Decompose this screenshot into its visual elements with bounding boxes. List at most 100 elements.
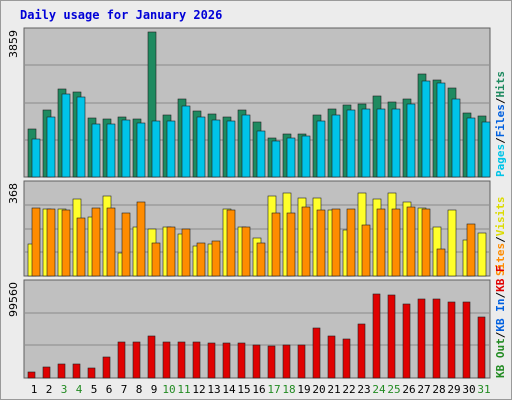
x-tick-day-19: 19 <box>297 383 310 396</box>
bar-files-day-28 <box>436 82 446 178</box>
legend-kb-out: KB Out <box>494 338 507 378</box>
x-tick-day-11: 11 <box>177 383 190 396</box>
bar-files-day-25 <box>391 108 401 178</box>
bar-sites-day-18 <box>286 212 296 277</box>
bar-files-day-11 <box>181 105 191 178</box>
x-tick-day-10: 10 <box>162 383 175 396</box>
legend-sites: Sites <box>494 243 507 276</box>
bar-kb-f-day-23 <box>357 323 366 379</box>
legend-files: Files <box>494 104 507 137</box>
bar-kb-f-day-29 <box>447 301 456 379</box>
bar-sites-day-12 <box>196 242 206 277</box>
bar-kb-f-day-10 <box>162 341 171 379</box>
legend-panel-2: Sites/Visits <box>494 197 507 277</box>
bar-sites-day-21 <box>331 208 341 277</box>
bar-visits-day-29 <box>447 209 457 277</box>
x-tick-day-3: 3 <box>61 383 68 396</box>
bar-kb-f-day-18 <box>282 344 291 379</box>
bar-files-day-26 <box>406 103 416 178</box>
legend-separator: / <box>494 137 507 144</box>
bar-kb-f-day-5 <box>87 367 96 379</box>
bar-files-day-31 <box>481 121 491 178</box>
x-tick-day-12: 12 <box>192 383 205 396</box>
bar-sites-day-26 <box>406 206 416 277</box>
bar-files-day-22 <box>346 109 356 178</box>
legend-separator: / <box>494 236 507 243</box>
bar-files-day-1 <box>31 138 41 178</box>
y-max-label: 3859 <box>7 30 20 58</box>
x-tick-day-20: 20 <box>312 383 325 396</box>
x-tick-day-5: 5 <box>91 383 98 396</box>
bar-files-day-16 <box>256 130 266 178</box>
bar-kb-f-day-22 <box>342 338 351 379</box>
bar-files-day-17 <box>271 140 281 178</box>
bar-kb-f-day-13 <box>207 342 216 379</box>
bar-files-day-29 <box>451 98 461 178</box>
bar-files-day-21 <box>331 114 341 178</box>
bar-sites-day-27 <box>421 208 431 277</box>
bar-sites-day-3 <box>61 209 71 277</box>
x-tick-day-8: 8 <box>136 383 143 396</box>
x-tick-day-18: 18 <box>282 383 295 396</box>
bar-files-day-6 <box>106 123 116 178</box>
bar-kb-f-day-9 <box>147 335 156 379</box>
bar-kb-f-day-16 <box>252 344 261 379</box>
x-tick-day-13: 13 <box>207 383 220 396</box>
bar-sites-day-14 <box>226 209 236 277</box>
bar-kb-f-day-12 <box>192 341 201 379</box>
bar-kb-f-day-31 <box>477 316 486 379</box>
bar-files-day-4 <box>76 96 86 178</box>
bar-sites-day-30 <box>466 223 476 277</box>
bar-kb-f-day-27 <box>417 298 426 379</box>
bar-sites-day-16 <box>256 242 266 277</box>
bar-files-day-5 <box>91 123 101 178</box>
bar-files-day-7 <box>121 119 131 178</box>
bar-kb-f-day-21 <box>327 335 336 379</box>
legend-separator: / <box>494 292 507 299</box>
bar-files-day-10 <box>166 120 176 178</box>
bar-kb-f-day-25 <box>387 294 396 379</box>
legend-panel-1: Pages/Files/Hits <box>494 71 507 177</box>
legend-separator: / <box>494 97 507 104</box>
y-max-label: 368 <box>7 183 20 204</box>
bar-kb-f-day-30 <box>462 301 471 379</box>
bar-sites-day-4 <box>76 217 86 277</box>
bar-kb-f-day-7 <box>117 341 126 379</box>
legend-kb-in: KB In <box>494 299 507 332</box>
bar-files-day-8 <box>136 122 146 178</box>
x-tick-day-21: 21 <box>327 383 340 396</box>
legend-pages: Pages <box>494 144 507 177</box>
bar-kb-f-day-24 <box>372 293 381 379</box>
bar-kb-f-day-11 <box>177 341 186 379</box>
x-tick-day-1: 1 <box>31 383 38 396</box>
bar-kb-f-day-28 <box>432 298 441 379</box>
x-tick-day-6: 6 <box>106 383 113 396</box>
x-tick-day-25: 25 <box>387 383 400 396</box>
chart-title: Daily usage for January 2026 <box>20 8 223 22</box>
x-tick-day-17: 17 <box>267 383 280 396</box>
legend-visits: Visits <box>494 197 507 237</box>
bar-sites-day-9 <box>151 242 161 277</box>
legend-hits: Hits <box>494 71 507 98</box>
x-tick-day-7: 7 <box>121 383 128 396</box>
x-tick-day-2: 2 <box>46 383 53 396</box>
bar-kb-f-day-17 <box>267 345 276 379</box>
bar-sites-day-22 <box>346 208 356 277</box>
bar-sites-day-8 <box>136 201 146 277</box>
bar-files-day-2 <box>46 116 56 178</box>
x-tick-day-23: 23 <box>357 383 370 396</box>
bar-sites-day-10 <box>166 226 176 277</box>
bar-files-day-23 <box>361 108 371 178</box>
bar-sites-day-6 <box>106 207 116 277</box>
bar-sites-day-2 <box>46 208 56 277</box>
x-tick-day-15: 15 <box>237 383 250 396</box>
bar-sites-day-17 <box>271 212 281 277</box>
bar-kb-f-day-1 <box>27 371 36 379</box>
bar-kb-f-day-26 <box>402 303 411 379</box>
legend-separator: / <box>494 331 507 338</box>
bar-kb-f-day-3 <box>57 363 66 379</box>
legend-kb-f: KB F <box>494 265 507 292</box>
x-tick-day-4: 4 <box>76 383 83 396</box>
bar-sites-day-28 <box>436 248 446 277</box>
bar-sites-day-24 <box>376 208 386 277</box>
